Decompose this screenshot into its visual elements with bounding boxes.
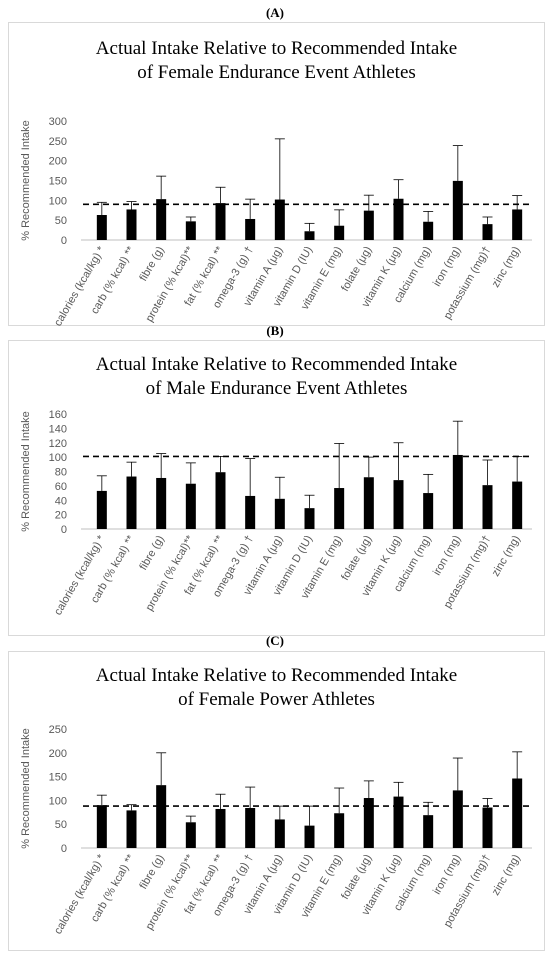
- bar: [156, 785, 167, 848]
- y-tick-label: 100: [49, 795, 67, 807]
- y-tick-label: 40: [55, 495, 67, 507]
- y-tick-label: 150: [49, 772, 67, 784]
- bar: [185, 483, 196, 529]
- bar: [215, 472, 226, 529]
- y-tick-label: 0: [61, 235, 67, 247]
- chart-title-line2: of Male Endurance Event Athletes: [145, 378, 408, 399]
- bar: [96, 215, 107, 240]
- x-tick-label: iron (mg): [431, 245, 463, 289]
- y-tick-label: 250: [49, 136, 67, 148]
- chart-panel-b: Actual Intake Relative to Recommended In…: [8, 340, 545, 636]
- x-tick-label: fibre (g): [137, 245, 166, 284]
- y-tick-label: 60: [55, 481, 67, 493]
- bar: [482, 224, 493, 240]
- panel-letter-a: (A): [265, 5, 285, 20]
- panel-letter-b: (B): [266, 323, 284, 338]
- chart-title-line2: of Female Power Athletes: [178, 689, 375, 710]
- bar: [363, 210, 374, 240]
- bar: [304, 231, 315, 240]
- y-tick-label: 0: [61, 843, 67, 855]
- y-tick-label: 300: [49, 116, 67, 128]
- y-tick-label: 160: [49, 409, 67, 421]
- y-tick-label: 50: [55, 819, 67, 831]
- y-tick-label: 200: [49, 748, 67, 760]
- chart-title-line1: Actual Intake Relative to Recommended In…: [95, 665, 458, 686]
- bar: [512, 778, 523, 848]
- bar: [452, 790, 463, 848]
- y-axis-label: % Recommended Intake: [20, 120, 32, 240]
- bar: [96, 490, 107, 529]
- y-tick-label: 0: [61, 524, 67, 536]
- bar: [274, 199, 285, 240]
- bar: [512, 209, 523, 240]
- bar: [96, 805, 107, 848]
- y-tick-label: 100: [49, 195, 67, 207]
- bar: [185, 221, 196, 240]
- y-axis-label: % Recommended Intake: [20, 728, 32, 848]
- bar: [245, 218, 256, 240]
- x-tick-label: zinc (mg): [490, 244, 523, 289]
- x-tick-label: fibre (g): [137, 534, 166, 573]
- y-tick-label: 120: [49, 438, 67, 450]
- y-tick-label: 250: [49, 724, 67, 736]
- bar: [126, 810, 137, 848]
- bar: [156, 199, 167, 240]
- bar: [334, 488, 345, 529]
- bar: [393, 480, 404, 529]
- chart-panel-a: Actual Intake Relative to Recommended In…: [8, 22, 545, 328]
- bar: [274, 498, 285, 529]
- x-tick-label: zinc (mg): [490, 853, 523, 898]
- bar: [423, 815, 434, 848]
- chart-title-line1: Actual Intake Relative to Recommended In…: [95, 354, 458, 375]
- bar: [452, 454, 463, 529]
- bar-chart-svg: % Recommended Intake050100150200250calor…: [20, 724, 532, 936]
- bar: [304, 508, 315, 529]
- bar: [245, 808, 256, 848]
- bar-chart-svg: % Recommended Intake050100150200250300ca…: [20, 116, 532, 328]
- x-tick-label: fibre (g): [137, 853, 166, 892]
- x-tick-label: zinc (mg): [490, 534, 523, 579]
- bar: [185, 822, 196, 848]
- y-tick-label: 150: [49, 176, 67, 188]
- chart-title-line2: of Female Endurance Event Athletes: [137, 62, 416, 83]
- bar: [215, 808, 226, 848]
- y-tick-label: 100: [49, 452, 67, 464]
- bar: [304, 825, 315, 848]
- x-tick-label: iron (mg): [431, 853, 463, 897]
- x-tick-label: iron (mg): [431, 534, 463, 578]
- y-tick-label: 140: [49, 423, 67, 435]
- panel-letter-c: (C): [265, 633, 285, 648]
- bar: [452, 180, 463, 240]
- chart-panel-c: Actual Intake Relative to Recommended In…: [8, 651, 545, 951]
- bar: [215, 203, 226, 240]
- bar: [482, 807, 493, 848]
- bar: [126, 209, 137, 240]
- y-axis-label: % Recommended Intake: [20, 411, 32, 531]
- bar: [126, 476, 137, 529]
- bar: [482, 485, 493, 529]
- y-tick-label: 80: [55, 467, 67, 479]
- chart-title-line1: Actual Intake Relative to Recommended In…: [95, 38, 458, 59]
- bar: [245, 495, 256, 529]
- bar: [393, 796, 404, 848]
- y-tick-label: 200: [49, 156, 67, 168]
- bar: [334, 813, 345, 848]
- bar-chart-svg: % Recommended Intake 0 20 40 60 80 100 120 140 16…: [20, 409, 532, 617]
- bar: [156, 477, 167, 529]
- bar: [512, 481, 523, 529]
- bar: [393, 198, 404, 240]
- y-tick-label: 20: [55, 510, 67, 522]
- bar: [334, 225, 345, 240]
- bar: [363, 477, 374, 529]
- bar: [363, 798, 374, 848]
- bar: [423, 221, 434, 240]
- y-tick-label: 50: [55, 215, 67, 227]
- bar: [423, 493, 434, 529]
- bar: [274, 819, 285, 848]
